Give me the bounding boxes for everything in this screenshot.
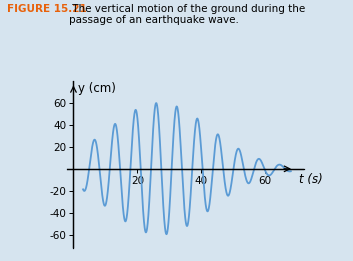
Text: The vertical motion of the ground during the
passage of an earthquake wave.: The vertical motion of the ground during…: [69, 4, 305, 25]
Text: FIGURE 15.21: FIGURE 15.21: [7, 4, 87, 14]
Text: t (s): t (s): [299, 173, 323, 186]
Text: y (cm): y (cm): [78, 82, 116, 95]
